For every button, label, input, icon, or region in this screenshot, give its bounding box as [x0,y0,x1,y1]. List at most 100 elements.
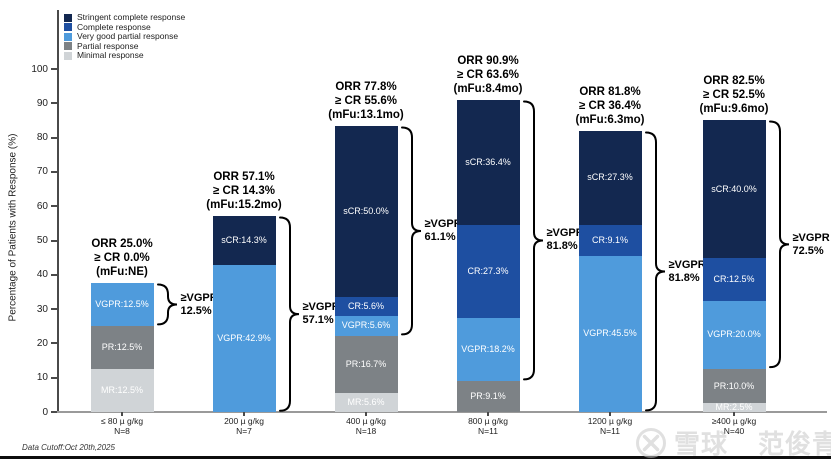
bracket-label-line: ≥VGPR [792,231,830,244]
bar-column: PR:9.1% VGPR:18.2% CR:27.3% sCR:36.4% [456,0,520,412]
legend-swatch [64,13,72,22]
segment-value-label: PR:16.7% [345,358,387,369]
bar-segment-VGPR: VGPR:18.2% [456,318,520,381]
vgpr-bracket [278,216,299,412]
x-category-n: N=7 [236,426,252,436]
y-tick-label: 70 [36,166,48,178]
vgpr-bracket-label: ≥VGPR 81.8% [669,259,706,285]
bar-segment-VGPR: VGPR:20.0% [702,300,766,370]
x-category-dose: 1200 µ g/kg [587,416,633,426]
annotation-line: ≥ CR 63.6% [457,68,519,81]
annotation-line: ORR 25.0% [91,238,153,251]
y-tick-mark [51,342,57,345]
y-tick-mark [51,136,57,139]
bar-segment-CR: CR:9.1% [578,224,642,256]
x-category-label: ≤ 80 µ g/kg N=8 [57,416,187,436]
x-tick-mark [121,412,123,416]
y-tick-label: 50 [36,235,48,246]
annotation-line: (mFu:NE) [96,266,148,279]
vgpr-bracket [400,126,421,336]
bar-segment-CR: CR:12.5% [702,257,766,301]
legend-item: Partial response [64,40,185,52]
vgpr-bracket [644,131,665,412]
bar-column: MR:5.6% PR:16.7% VGPR:5.6% CR:5.6% sCR:50.0% [334,0,398,412]
bracket-label-line: ≥VGPR [424,217,462,230]
segment-value-label: VGPR:20.0% [707,329,761,340]
annotation-line: (mFu:8.4mo) [453,82,523,95]
watermark-site-name: 雪球 [674,429,729,459]
y-tick-label: 80 [36,132,48,144]
segment-value-label: sCR:14.3% [221,234,267,245]
bar-segment-VGPR: VGPR:45.5% [578,255,642,412]
legend-item-label: Partial response [77,40,139,51]
x-category-n: N=11 [600,426,620,436]
x-category-dose: 200 µ g/kg [224,416,264,426]
segment-value-label: MR:2.5% [715,402,753,413]
annotation-line: ≥ CR 55.6% [335,94,397,107]
segment-value-label: sCR:27.3% [587,172,633,183]
legend-item-label: Very good partial response [77,31,179,41]
data-cutoff-note: Data Cutoff:Oct 20th,2025 [22,443,115,452]
x-category-label: 800 µ g/kg N=11 [423,416,553,436]
y-tick-mark [51,273,57,276]
bar-segment-VGPR: VGPR:5.6% [334,316,398,336]
bar-column: VGPR:42.9% sCR:14.3% [212,0,276,412]
legend-item: Stringent complete response [64,12,186,23]
bar-annotation: ORR 77.8% ≥ CR 55.6% (mFu:13.1mo) [286,80,446,122]
x-category-label: ≥400 µ g/kg N=40 [669,416,799,436]
x-category-dose: ≤ 80 µ g/kg [100,416,144,426]
vgpr-bracket [768,120,789,369]
vgpr-bracket-label: ≥VGPR 81.8% [547,227,584,253]
annotation-line: (mFu:13.1mo) [328,108,404,121]
bar-segment-MR: MR:2.5% [702,402,766,413]
bracket-label-line: 81.8% [668,271,700,284]
segment-value-label: CR:27.3% [467,266,509,277]
vgpr-bracket [156,283,177,326]
segment-value-label: PR:9.1% [470,390,506,401]
bar-annotation: ORR 81.8% ≥ CR 36.4% (mFu:6.3mo) [530,85,690,127]
bar-column: MR:12.5% PR:12.5% VGPR:12.5% [90,0,154,412]
vgpr-bracket-label: ≥VGPR 61.1% [425,218,462,244]
watermark-user-name: 范俊青 [758,429,831,459]
annotation-line: ≥ CR 0.0% [94,252,150,265]
annotation-line: ≥ CR 52.5% [703,89,765,102]
annotation-line: ORR 81.8% [579,86,641,99]
bar-annotation: ORR 90.9% ≥ CR 63.6% (mFu:8.4mo) [408,54,568,96]
bar-segment-PR: PR:16.7% [334,335,398,393]
annotation-line: ORR 82.5% [703,75,765,88]
segment-value-label: VGPR:18.2% [461,344,515,355]
segment-value-label: sCR:40.0% [711,183,757,194]
legend-swatch [64,32,72,41]
y-tick-mark [51,376,57,379]
y-tick-mark [51,205,57,208]
vgpr-bracket-label: ≥VGPR 57.1% [303,301,340,327]
segment-value-label: PR:10.0% [713,380,755,391]
bracket-label-line: 57.1% [302,313,334,326]
x-category-label: 1200 µ g/kg N=11 [545,416,675,436]
legend-swatch [64,42,72,51]
bracket-label-line: 12.5% [180,304,212,317]
x-category-label: 400 µ g/kg N=18 [301,416,431,436]
bracket-label-line: ≥VGPR [302,300,340,313]
bar-segment-CR: CR:27.3% [456,224,520,319]
bar-column: MR:2.5% PR:10.0% VGPR:20.0% CR:12.5% sCR:40.… [702,0,766,413]
bar-segment-PR: PR:12.5% [90,326,154,370]
bar-segment-sCR: sCR:40.0% [702,120,766,258]
segment-value-label: MR:5.6% [347,396,385,407]
segment-value-label: CR:9.1% [591,234,628,245]
x-tick-mark [243,412,245,416]
segment-value-label: sCR:36.4% [465,156,511,167]
x-category-n: N=11 [478,426,498,436]
x-tick-mark [609,412,611,416]
x-category-dose: 800 µ g/kg [468,416,508,426]
bar-segment-sCR: sCR:14.3% [212,215,276,265]
bar-segment-VGPR: VGPR:42.9% [212,264,276,412]
annotation-line: ≥ CR 14.3% [213,184,275,197]
legend-item-label: Stringent complete response [77,12,186,22]
legend-swatch [64,23,72,32]
bar-segment-MR: MR:12.5% [90,369,154,412]
vgpr-bracket-label: ≥VGPR 12.5% [181,292,218,318]
segment-value-label: VGPR:12.5% [95,299,149,310]
x-category-n: N=8 [114,426,130,436]
annotation-line: ORR 57.1% [213,170,275,183]
